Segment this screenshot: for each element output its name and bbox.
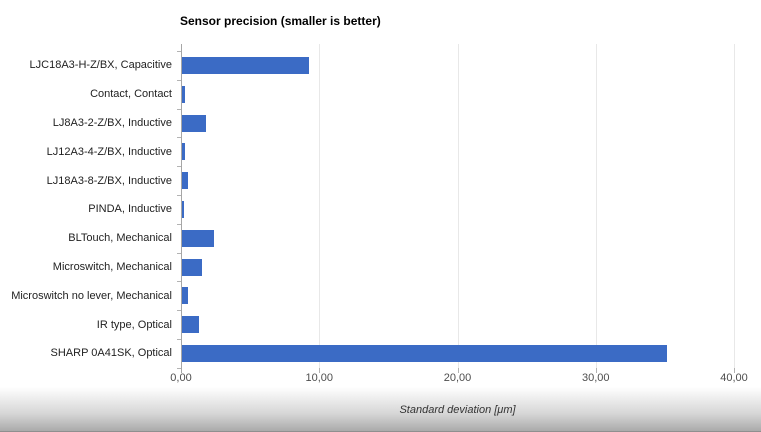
bar <box>182 316 199 334</box>
x-axis-tick-label: 0,00 <box>170 372 192 384</box>
bar <box>182 200 185 218</box>
y-axis-tick-mark <box>177 252 181 254</box>
y-axis-tick-mark <box>177 281 181 283</box>
bar <box>182 85 185 103</box>
y-axis-tick-mark <box>177 195 181 196</box>
category-label: BLTouch, Mechanical <box>68 232 172 245</box>
vertical-gridline <box>319 44 321 368</box>
x-axis-title: Standard deviation [μm] <box>399 404 516 416</box>
y-axis-tick-mark <box>177 339 181 340</box>
category-label: Microswitch, Mechanical <box>52 260 172 273</box>
y-axis-tick-mark <box>177 137 181 139</box>
category-label: Microswitch no lever, Mechanical <box>11 289 172 302</box>
y-axis-line <box>181 44 182 373</box>
y-axis-tick-mark <box>177 223 181 225</box>
y-axis-tick-mark <box>177 79 181 81</box>
x-axis-tick-mark <box>595 368 597 373</box>
y-axis-tick-mark <box>177 367 181 369</box>
y-axis-tick-mark <box>177 310 181 312</box>
bar <box>182 287 189 305</box>
bar <box>182 56 310 74</box>
vertical-gridline <box>734 44 735 368</box>
chart-title: Sensor precision (smaller is better) <box>180 14 381 28</box>
bar <box>182 114 206 132</box>
bar <box>182 229 214 247</box>
category-label: LJC18A3-H-Z/BX, Capacitive <box>29 59 172 72</box>
x-axis-tick-mark <box>319 368 321 373</box>
x-axis-tick-mark <box>734 368 735 373</box>
category-label: LJ8A3-2-Z/BX, Inductive <box>52 116 172 129</box>
x-axis-tick-label: 10,00 <box>305 372 334 384</box>
vertical-gridline <box>595 44 597 368</box>
x-axis-tick-label: 40,00 <box>720 372 748 384</box>
category-label: LJ18A3-8-Z/BX, Inductive <box>46 174 172 187</box>
category-label: Contact, Contact <box>90 88 172 101</box>
x-axis-tick-label: 20,00 <box>443 372 472 384</box>
x-axis-tick-mark <box>457 368 459 373</box>
category-label: SHARP 0A41SK, Optical <box>50 347 172 360</box>
category-label: IR type, Optical <box>96 318 172 331</box>
bar <box>182 172 188 190</box>
category-label: PINDA, Inductive <box>88 203 172 216</box>
bar <box>182 143 186 161</box>
y-axis-tick-mark <box>177 51 181 52</box>
x-axis-tick-label: 30,00 <box>581 372 610 384</box>
bar <box>182 344 668 362</box>
category-label: LJ12A3-4-Z/BX, Inductive <box>46 145 172 158</box>
vertical-gridline <box>457 44 459 368</box>
y-axis-tick-mark <box>177 166 181 168</box>
y-axis-tick-mark <box>177 108 181 110</box>
bar <box>182 258 203 276</box>
